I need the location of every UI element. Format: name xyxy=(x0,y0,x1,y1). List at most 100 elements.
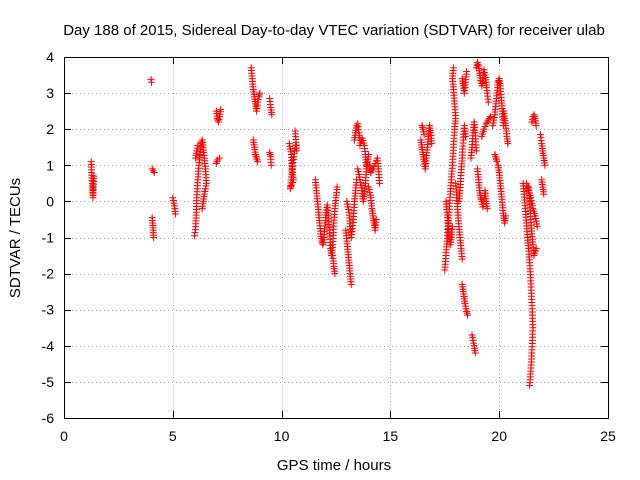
data-point-plus xyxy=(474,60,482,68)
data-point-plus xyxy=(472,147,480,155)
data-point-plus xyxy=(492,156,500,164)
data-point-plus xyxy=(253,156,261,164)
data-point-plus xyxy=(214,116,222,124)
data-point-plus xyxy=(461,132,469,140)
data-point-plus xyxy=(318,239,326,247)
data-point-plus xyxy=(491,150,499,158)
data-point-plus xyxy=(477,194,485,202)
data-point-plus xyxy=(149,167,157,175)
data-point-plus xyxy=(266,150,274,158)
data-point-plus xyxy=(318,237,326,245)
data-point-plus xyxy=(372,215,380,223)
y-tick-label: -4 xyxy=(42,338,55,354)
y-axis-title: SDTVAR / TECUs xyxy=(7,178,24,298)
y-tick-label: 4 xyxy=(46,49,54,65)
data-point-plus xyxy=(428,140,436,148)
data-point-plus xyxy=(347,280,355,288)
data-point-plus xyxy=(253,154,261,162)
data-point-plus xyxy=(266,149,274,157)
data-point-plus xyxy=(90,172,98,180)
data-point-plus xyxy=(492,154,500,162)
x-tick-label: 0 xyxy=(60,428,68,444)
data-point-plus xyxy=(448,223,456,231)
data-point-plus xyxy=(194,141,202,149)
data-point-plus xyxy=(483,118,491,126)
y-tick-label: -2 xyxy=(42,266,55,282)
data-point-plus xyxy=(254,158,262,166)
data-point-plus xyxy=(213,158,221,166)
data-point-plus xyxy=(148,165,156,173)
data-point-plus xyxy=(530,111,538,119)
data-point-plus xyxy=(147,78,155,86)
data-point-plus xyxy=(502,212,510,220)
y-tick-label: -3 xyxy=(42,302,55,318)
data-point-plus xyxy=(333,183,341,191)
data-point-plus xyxy=(471,349,479,357)
tick-layer: 0 5 10 15 20 25 -6 -5 -4 -3 -2 -1 0 1 2 3 4 xyxy=(42,49,616,444)
data-point-plus xyxy=(420,131,428,139)
data-point-plus xyxy=(291,127,299,135)
data-point-plus xyxy=(217,105,225,113)
data-point-plus xyxy=(331,270,339,278)
data-point-plus xyxy=(198,138,206,146)
data-point-plus xyxy=(267,161,275,169)
y-tick-label: 0 xyxy=(46,193,54,209)
x-tick-label: 25 xyxy=(600,428,616,444)
data-point-plus xyxy=(464,311,472,319)
y-tick-label: -6 xyxy=(42,410,55,426)
data-point-plus xyxy=(494,78,502,86)
y-tick-label: -5 xyxy=(42,374,55,390)
chart-title: Day 188 of 2015, Sidereal Day-to-day VTE… xyxy=(63,22,605,39)
data-point-plus xyxy=(491,152,499,160)
data-point-plus xyxy=(450,64,458,72)
x-tick-label: 5 xyxy=(169,428,177,444)
data-point-plus xyxy=(532,122,540,130)
data-point-plus xyxy=(531,113,539,121)
data-layer xyxy=(87,58,549,390)
data-point-plus xyxy=(268,111,276,119)
data-point-plus xyxy=(367,169,375,177)
data-point-plus xyxy=(495,76,503,84)
data-point-plus xyxy=(532,244,540,252)
data-point-plus xyxy=(255,91,263,99)
data-point-plus xyxy=(504,140,512,148)
data-point-plus xyxy=(482,120,490,128)
x-axis-title: GPS time / hours xyxy=(277,457,391,474)
data-point-plus xyxy=(353,122,361,130)
data-point-plus xyxy=(485,114,493,122)
data-point-plus xyxy=(458,255,466,263)
data-point-plus xyxy=(541,161,549,169)
data-point-plus xyxy=(150,234,158,241)
x-tick-label: 20 xyxy=(491,428,507,444)
data-point-plus xyxy=(473,58,481,66)
data-point-plus xyxy=(493,158,501,166)
data-point-plus xyxy=(256,89,264,97)
data-point-plus xyxy=(486,113,494,121)
data-point-plus xyxy=(197,140,205,148)
x-tick-label: 10 xyxy=(274,428,290,444)
y-tick-label: 2 xyxy=(46,121,54,137)
x-tick-label: 15 xyxy=(383,428,399,444)
data-point-plus xyxy=(255,93,263,101)
data-point-plus xyxy=(463,67,471,75)
data-point-plus xyxy=(463,308,471,316)
data-point-plus xyxy=(483,205,491,213)
data-point-plus xyxy=(171,210,179,218)
data-point-plus xyxy=(216,154,224,162)
data-point-plus xyxy=(540,190,548,198)
data-point-plus xyxy=(212,159,220,167)
data-point-plus xyxy=(150,169,158,177)
data-point-plus xyxy=(463,309,471,317)
data-point-plus xyxy=(418,123,426,131)
y-tick-label: 3 xyxy=(46,85,54,101)
data-point-plus xyxy=(484,98,492,106)
data-point-plus xyxy=(526,382,534,390)
data-point-plus xyxy=(251,150,259,158)
data-point-plus xyxy=(198,205,206,213)
data-point-plus xyxy=(533,223,541,231)
data-point-plus xyxy=(252,152,260,160)
data-point-plus xyxy=(368,167,376,175)
y-tick-label: -1 xyxy=(42,230,55,246)
